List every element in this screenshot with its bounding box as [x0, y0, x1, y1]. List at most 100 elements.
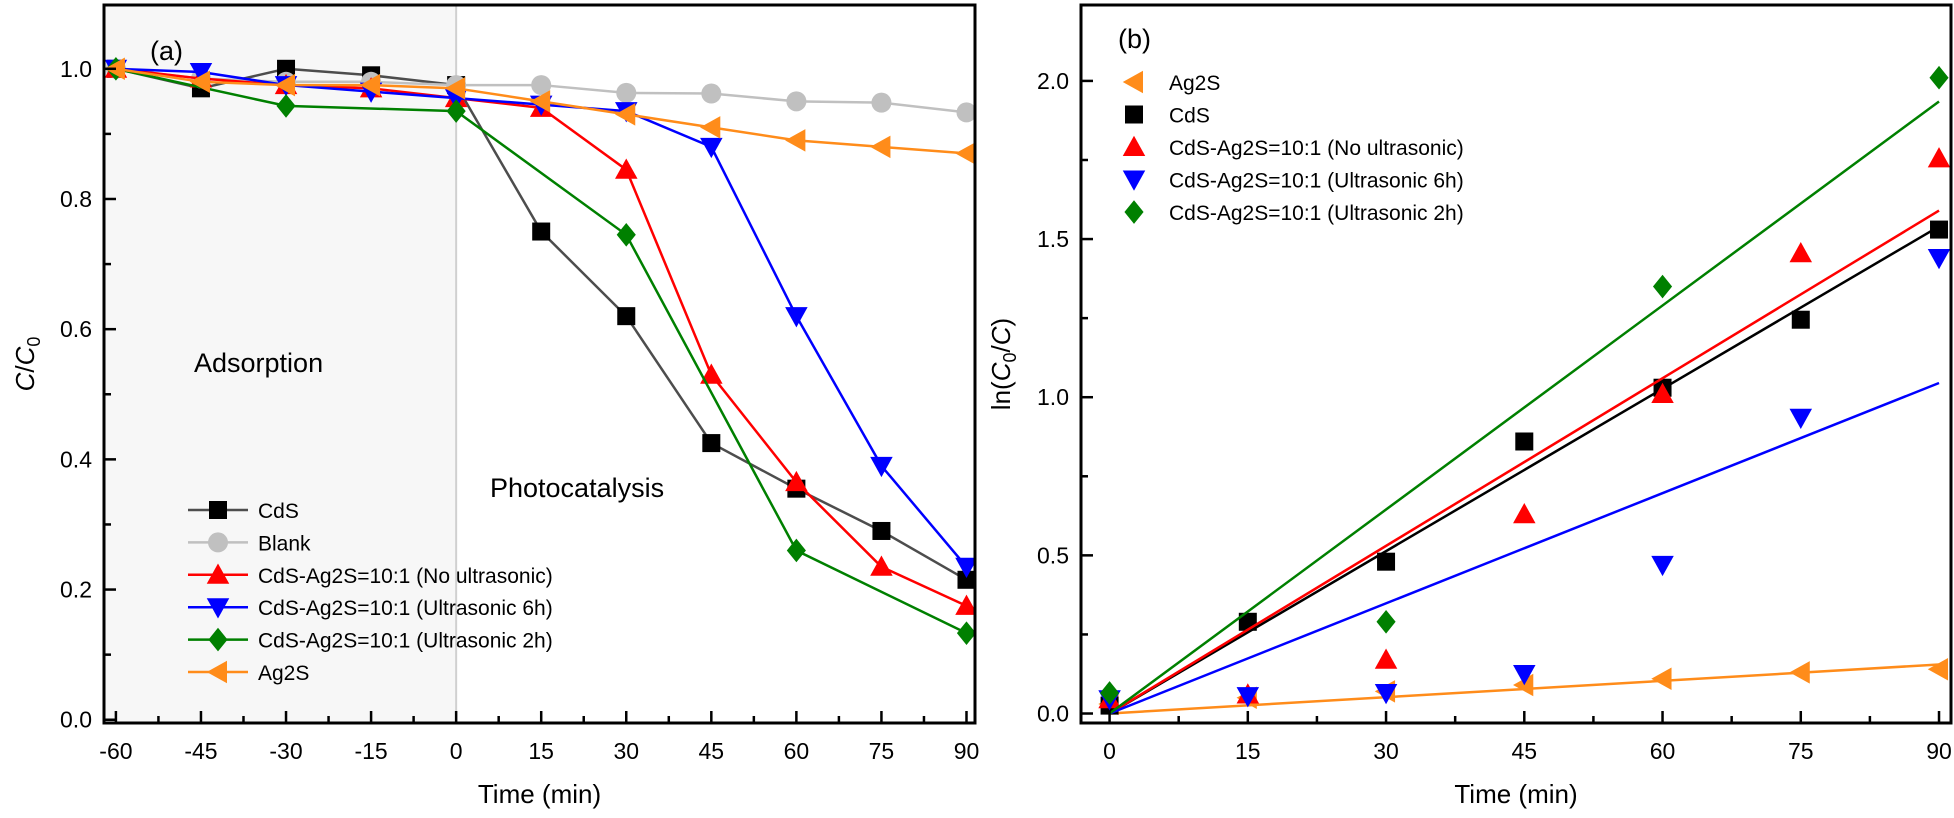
data-point	[700, 116, 721, 139]
x-tick-label: 30	[1373, 738, 1399, 764]
plot-area	[1098, 65, 1951, 716]
data-point	[700, 363, 723, 384]
data-point	[1515, 432, 1534, 451]
legend-marker	[1122, 70, 1143, 94]
x-tick-label: 90	[1926, 738, 1952, 764]
fit-line	[1109, 381, 1940, 715]
y-tick-label: 1.0	[1037, 384, 1069, 410]
data-point	[870, 555, 893, 576]
y-tick-label: 0.5	[1037, 542, 1069, 568]
data-point	[701, 83, 722, 104]
x-tick-label: 30	[613, 738, 639, 764]
series-5	[104, 57, 975, 165]
data-point	[870, 456, 893, 478]
legend-label: CdS	[258, 500, 299, 523]
legend-label: CdS	[1169, 105, 1210, 128]
y-axis-title-part: /	[986, 344, 1016, 352]
panel-label: (a)	[150, 36, 183, 66]
panel-b-chart: 0 15 30 45 60 75 90 0.0 0.5 1.0 1.5 2.0 Time (min) ln…	[986, 3, 1953, 809]
y-axis-title-part: )	[986, 318, 1016, 327]
legend-marker	[209, 501, 227, 519]
x-tick-label: -15	[354, 738, 387, 764]
legend-item: Ag2S	[188, 660, 309, 685]
y-tick-label: 0.0	[1037, 701, 1069, 727]
legend-item: Ag2S	[1122, 70, 1220, 95]
fit-line	[1108, 209, 1940, 715]
data-point	[1374, 683, 1398, 705]
x-tick-label: 45	[1511, 738, 1537, 764]
legend-marker	[1122, 135, 1146, 156]
y-tick-label: 2.0	[1037, 68, 1069, 94]
y-tick-label: 0.0	[60, 707, 92, 733]
x-tick-label: 15	[1235, 738, 1261, 764]
data-point	[446, 99, 466, 123]
legend-marker	[206, 598, 230, 619]
data-point	[785, 307, 808, 328]
series-line	[115, 67, 968, 635]
data-point	[1651, 382, 1674, 404]
legend-item: CdS	[188, 500, 299, 523]
plot-frame	[102, 3, 977, 725]
panel-a-chart: -60 -45 -30 -15 0 15 30 45 60 75 90 0.0 0.2 0.4 0.6 0.8…	[10, 3, 979, 809]
x-tick-label: 0	[450, 738, 463, 764]
legend-item: CdS	[1125, 105, 1210, 128]
x-tick-label: -60	[99, 738, 132, 764]
legend-label: CdS-Ag2S=10:1 (Ultrasonic 2h)	[1169, 202, 1464, 225]
data-point	[1789, 242, 1813, 263]
y-axis-title-part: C	[10, 346, 40, 365]
legend-marker	[1122, 170, 1146, 191]
x-tick-label: -45	[184, 738, 217, 764]
x-tick-label: 75	[1788, 738, 1814, 764]
legend-label: Ag2S	[258, 662, 309, 685]
x-tick-label: 60	[784, 738, 810, 764]
x-axis-title: Time (min)	[478, 779, 601, 809]
data-point	[1791, 310, 1810, 329]
y-tick-label: 0.6	[60, 316, 92, 342]
series-4	[1100, 65, 1949, 715]
y-axis-title: ln(C0/C)	[986, 318, 1020, 410]
legend-marker	[206, 563, 230, 584]
data-point	[871, 92, 892, 113]
y-tick-label: 0.2	[60, 577, 92, 603]
series-3	[1098, 249, 1951, 715]
y-axis-title-part: ln(	[986, 381, 1016, 410]
legend-marker	[206, 660, 227, 684]
x-tick-label: 0	[1103, 738, 1116, 764]
data-point	[1513, 502, 1536, 524]
y-axis-title-part: C	[10, 372, 40, 391]
y-axis-title: C/C0	[10, 337, 44, 392]
legend-item: CdS-Ag2S=10:1 (Ultrasonic 6h)	[1122, 170, 1464, 193]
legend-marker	[1124, 200, 1144, 224]
data-point	[615, 158, 638, 179]
legend-marker	[208, 627, 228, 652]
photocatalysis-annotation: Photocatalysis	[490, 473, 664, 503]
data-point	[616, 222, 636, 247]
legend-label: CdS-Ag2S=10:1 (Ultrasonic 2h)	[258, 630, 553, 653]
data-point	[1100, 681, 1120, 705]
legend-label: CdS-Ag2S=10:1 (No ultrasonic)	[1169, 137, 1464, 160]
legend-item: CdS-Ag2S=10:1 (Ultrasonic 2h)	[1124, 200, 1464, 225]
fit-line	[1108, 225, 1940, 715]
legend-item: CdS-Ag2S=10:1 (No ultrasonic)	[1122, 135, 1464, 160]
data-point	[955, 142, 975, 165]
legend-label: CdS-Ag2S=10:1 (Ultrasonic 6h)	[1169, 170, 1464, 193]
data-point	[1789, 661, 1810, 684]
data-point	[1376, 609, 1396, 634]
data-point	[957, 570, 975, 589]
data-point	[189, 63, 213, 84]
data-point	[276, 94, 296, 118]
data-point	[1651, 555, 1674, 577]
legend-label: CdS-Ag2S=10:1 (Ultrasonic 6h)	[258, 597, 553, 620]
data-point	[786, 538, 806, 563]
legend-item: Blank	[188, 532, 311, 555]
data-point	[702, 434, 721, 453]
legend-item: CdS-Ag2S=10:1 (Ultrasonic 6h)	[188, 597, 553, 620]
fit-line	[1108, 100, 1940, 715]
y-tick-label: 1.5	[1037, 226, 1069, 252]
y-tick-label: 0.8	[60, 186, 92, 212]
plot-frame	[1079, 3, 1953, 725]
data-point	[615, 103, 636, 126]
data-point	[274, 73, 296, 97]
y-axis-title-part: C	[986, 362, 1016, 381]
